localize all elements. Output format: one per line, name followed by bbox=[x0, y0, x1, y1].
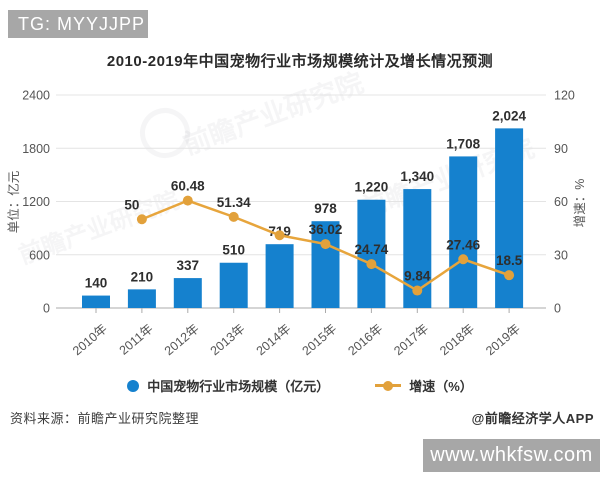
x-axis-year-label: 2017年 bbox=[391, 322, 431, 359]
legend-item-market-size: 中国宠物行业市场规模（亿元） bbox=[127, 376, 329, 395]
left-axis-tick-label: 600 bbox=[29, 248, 50, 262]
app-credit: @前瞻经济学人APP bbox=[471, 411, 594, 426]
growth-line-marker bbox=[366, 259, 377, 270]
legend-item-growth-rate: 增速（%） bbox=[375, 376, 473, 395]
right-axis-tick-label: 120 bbox=[554, 89, 575, 103]
growth-value-label: 9.84 bbox=[404, 269, 431, 284]
bar bbox=[127, 289, 156, 308]
growth-value-label: 60.48 bbox=[171, 179, 205, 194]
bar bbox=[173, 278, 202, 308]
bar-value-label: 978 bbox=[314, 201, 337, 216]
x-axis-year-label: 2018年 bbox=[437, 322, 477, 359]
bar bbox=[449, 156, 478, 308]
growth-value-label: 51.34 bbox=[217, 195, 251, 210]
bar-value-label: 1,708 bbox=[446, 136, 480, 151]
bar bbox=[82, 295, 110, 308]
x-axis-year-label: 2012年 bbox=[162, 322, 202, 359]
x-axis-year-label: 2011年 bbox=[117, 322, 156, 358]
growth-line-marker bbox=[412, 285, 423, 296]
bar-value-label: 2,024 bbox=[492, 108, 526, 123]
growth-value-label: 50 bbox=[124, 197, 139, 212]
bar-value-label: 210 bbox=[131, 269, 154, 284]
x-axis-year-label: 2019年 bbox=[483, 322, 523, 359]
x-axis-year-label: 2014年 bbox=[254, 322, 294, 359]
left-axis-tick-label: 1800 bbox=[22, 142, 50, 156]
chart-legend: 中国宠物行业市场规模（亿元） 增速（%） bbox=[0, 376, 600, 395]
growth-value-label: 27.46 bbox=[446, 237, 480, 252]
left-axis-tick-label: 0 bbox=[43, 302, 50, 316]
x-axis-year-label: 2015年 bbox=[300, 322, 340, 359]
growth-line-marker bbox=[504, 270, 515, 281]
growth-line-marker bbox=[320, 239, 331, 250]
legend-market-size-label: 中国宠物行业市场规模（亿元） bbox=[147, 379, 330, 394]
left-axis-tick-label: 1200 bbox=[22, 195, 50, 209]
left-axis-title: 单位：亿元 bbox=[6, 171, 21, 234]
left-axis-tick-label: 2400 bbox=[22, 89, 50, 103]
website-url: www.whkfsw.com bbox=[430, 444, 593, 466]
right-axis-tick-label: 60 bbox=[554, 195, 568, 209]
right-axis-tick-label: 30 bbox=[554, 248, 568, 262]
market-size-chart-svg: 0 600 1200 1800 2400 0 30 60 90 120 2010年 2011年 2012… bbox=[6, 89, 587, 359]
data-source-note: 资料来源：前瞻产业研究院整理 bbox=[10, 411, 200, 426]
growth-line-marker bbox=[458, 254, 469, 265]
tag-banner: TG: MYYJJPP bbox=[8, 10, 148, 38]
x-axis-year-label: 2016年 bbox=[345, 322, 385, 359]
bar bbox=[311, 221, 340, 308]
bar bbox=[265, 244, 294, 308]
growth-line-marker bbox=[136, 214, 147, 225]
chart-title: 2010-2019年中国宠物行业市场规模统计及增长情况预测 bbox=[106, 53, 494, 70]
bar bbox=[495, 128, 524, 308]
bar-value-label: 510 bbox=[222, 243, 245, 258]
growth-value-label: 18.5 bbox=[496, 253, 523, 268]
tag-banner-text: TG: MYYJJPP bbox=[18, 14, 146, 34]
legend-bar-swatch-icon bbox=[127, 379, 140, 392]
growth-line-marker bbox=[274, 230, 285, 241]
bar-value-label: 140 bbox=[85, 276, 108, 291]
x-axis-year-label: 2010年 bbox=[70, 322, 110, 359]
growth-line-marker bbox=[228, 211, 239, 222]
bar-value-label: 337 bbox=[177, 258, 200, 273]
bar bbox=[357, 199, 386, 308]
legend-growth-rate-label: 增速（%） bbox=[409, 379, 473, 394]
right-axis-title: 增速：% bbox=[572, 179, 587, 228]
right-axis-tick-label: 90 bbox=[554, 142, 568, 156]
right-axis-tick-label: 0 bbox=[554, 302, 561, 316]
bar-value-label: 1,220 bbox=[355, 180, 389, 195]
growth-line-marker bbox=[182, 195, 193, 206]
x-axis-year-label: 2013年 bbox=[208, 322, 248, 359]
bar-value-label: 1,340 bbox=[400, 169, 434, 184]
website-banner: www.whkfsw.com bbox=[423, 439, 600, 472]
growth-value-label: 36.02 bbox=[309, 222, 343, 237]
growth-value-label: 24.74 bbox=[355, 242, 389, 257]
legend-line-swatch-icon bbox=[375, 380, 402, 391]
legend-line-dot-icon bbox=[383, 380, 394, 391]
bar bbox=[219, 262, 248, 308]
